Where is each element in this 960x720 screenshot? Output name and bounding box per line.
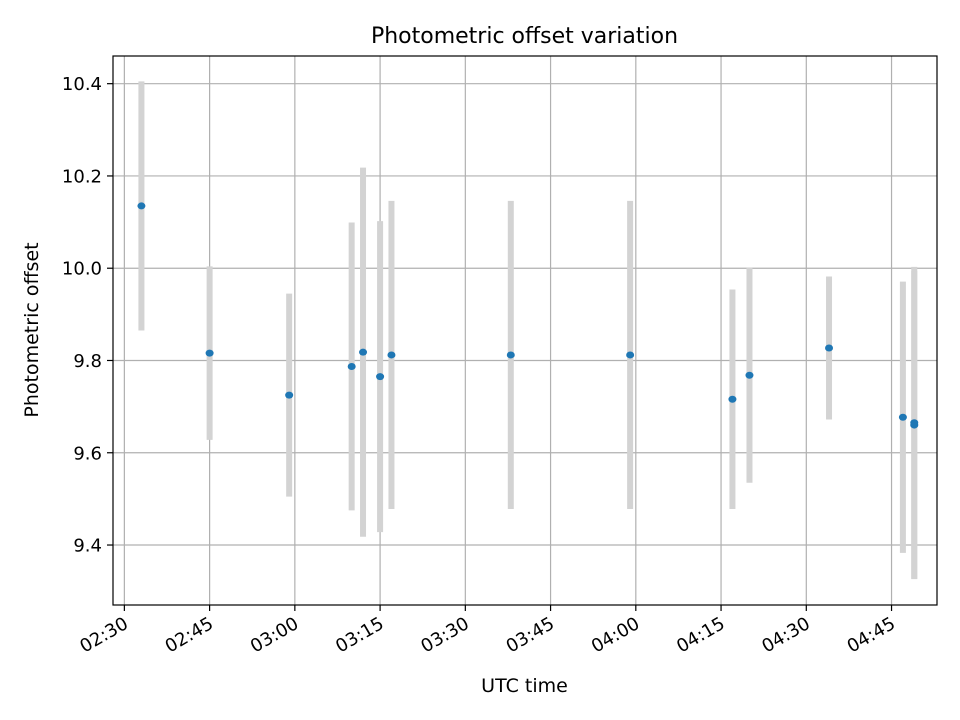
data-point <box>745 371 754 379</box>
data-point <box>898 413 907 421</box>
chart-title: Photometric offset variation <box>371 24 678 49</box>
y-tick-label: 10.2 <box>62 166 102 187</box>
y-tick-label: 9.4 <box>73 536 102 557</box>
data-point <box>387 351 396 359</box>
data-point <box>137 202 146 210</box>
data-point <box>506 351 515 359</box>
data-point <box>825 344 834 352</box>
data-point <box>347 362 356 370</box>
y-tick-label: 10.4 <box>62 74 102 95</box>
data-point <box>376 373 385 381</box>
data-points <box>137 202 919 429</box>
data-point <box>910 419 919 427</box>
data-point <box>205 349 214 357</box>
x-axis-label: UTC time <box>481 675 568 697</box>
data-point <box>728 395 737 403</box>
y-axis-ticks: 9.4 9.6 9.8 10.0 10.2 10.4 <box>62 74 113 557</box>
y-tick-label: 10.0 <box>62 259 102 280</box>
data-point <box>359 348 368 356</box>
data-point <box>626 351 635 359</box>
y-tick-label: 9.6 <box>73 443 102 464</box>
data-point <box>285 391 294 399</box>
y-tick-label: 9.8 <box>73 351 102 372</box>
grid-lines <box>113 56 937 605</box>
plot-frame <box>112 55 938 606</box>
y-axis-label: Photometric offset <box>21 242 43 417</box>
